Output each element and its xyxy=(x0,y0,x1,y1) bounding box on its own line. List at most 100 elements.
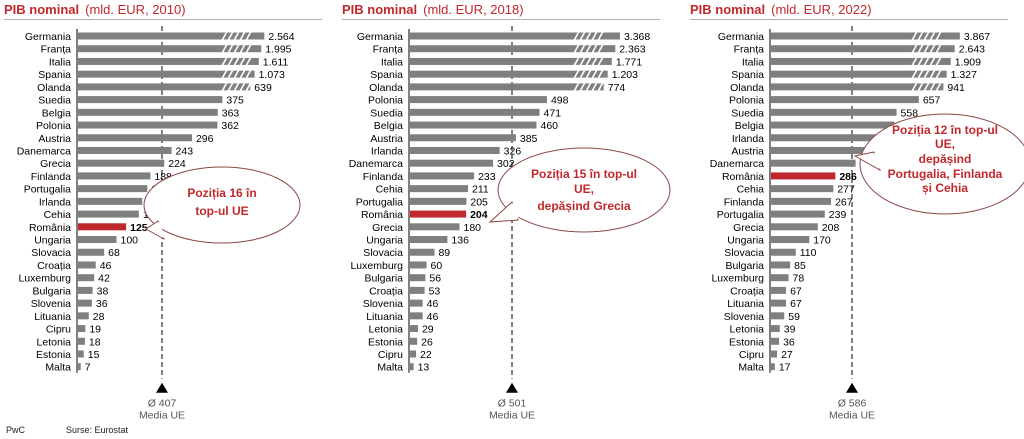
bar xyxy=(410,172,475,180)
category-label: Spania xyxy=(731,69,764,81)
value-label: 1.771 xyxy=(616,56,642,68)
category-label: Croația xyxy=(37,260,71,272)
callout-text: Poziția 15 în top-ul xyxy=(531,167,637,181)
value-label: 22 xyxy=(420,349,432,361)
category-label: Belgia xyxy=(42,107,71,119)
category-label: Danemarca xyxy=(17,145,71,157)
value-label: 362 xyxy=(221,120,239,132)
bar xyxy=(78,363,81,371)
category-label: Luxemburg xyxy=(711,273,764,285)
value-label: 7 xyxy=(85,362,91,374)
category-label: România xyxy=(361,209,403,221)
value-label: 53 xyxy=(429,285,441,297)
value-label: 89 xyxy=(438,247,450,259)
category-label: Spania xyxy=(370,69,403,81)
bar xyxy=(410,261,427,269)
category-label: Danemarca xyxy=(349,158,403,170)
category-label: Finlanda xyxy=(724,196,764,208)
category-label: Grecia xyxy=(40,158,71,170)
bar xyxy=(78,108,218,116)
bar xyxy=(771,274,789,282)
value-label: 46 xyxy=(427,298,439,310)
category-label: Cehia xyxy=(737,184,765,196)
category-label: Croația xyxy=(730,285,764,297)
category-label: Polonia xyxy=(36,120,71,132)
value-label: 657 xyxy=(923,95,941,107)
axis-break-mark xyxy=(573,56,604,67)
value-label: 375 xyxy=(226,95,244,107)
category-label: România xyxy=(722,171,764,183)
value-label: 15 xyxy=(88,349,100,361)
axis-break-mark xyxy=(221,69,252,80)
bar xyxy=(771,70,947,78)
value-label: 1.073 xyxy=(259,69,285,81)
value-label: 363 xyxy=(222,107,240,119)
bar xyxy=(771,134,885,142)
value-label: 68 xyxy=(108,247,120,259)
value-label: 85 xyxy=(794,260,806,272)
bar xyxy=(78,350,84,358)
category-label: Cipru xyxy=(46,324,71,336)
callout-bubble: Poziția 16 în top-ul UE xyxy=(143,166,301,244)
category-label: Finlanda xyxy=(363,171,403,183)
value-label: 59 xyxy=(788,311,800,323)
category-label: Olanda xyxy=(37,82,71,94)
axis-break-mark xyxy=(573,43,604,54)
eu-mean-marker xyxy=(846,382,858,393)
category-label: Letonia xyxy=(37,336,72,348)
bar xyxy=(771,261,791,269)
category-label: Cehia xyxy=(44,209,72,221)
bar xyxy=(410,286,425,294)
axis-break-mark xyxy=(221,31,252,41)
bar xyxy=(771,223,818,231)
bar xyxy=(78,96,223,104)
category-label: Slovenia xyxy=(724,311,764,323)
value-label: 1.611 xyxy=(263,56,289,68)
bar xyxy=(771,159,856,167)
category-label: Slovacia xyxy=(363,247,403,259)
bar xyxy=(771,299,787,307)
bar xyxy=(771,185,834,193)
bar xyxy=(410,57,612,65)
callout-text: UE, xyxy=(574,182,594,196)
value-label: 558 xyxy=(901,107,919,119)
value-label: 28 xyxy=(93,311,105,323)
category-label: Olanda xyxy=(730,82,764,94)
callout-bubble: Poziția 12 în top-ulUE,depășindPortugali… xyxy=(853,113,1024,215)
value-label: 277 xyxy=(837,184,855,196)
value-label: 39 xyxy=(784,324,796,336)
axis-break-mark xyxy=(911,56,942,67)
value-label: 286 xyxy=(839,171,857,183)
bar xyxy=(410,236,448,244)
title-rule xyxy=(690,19,1008,20)
axis-break-mark xyxy=(221,81,252,92)
bar xyxy=(410,134,516,142)
value-label: 19 xyxy=(89,324,101,336)
value-label: 2.643 xyxy=(959,44,985,56)
category-label: Lituania xyxy=(727,298,764,310)
value-label: 100 xyxy=(121,235,139,247)
bar xyxy=(410,32,620,40)
callout-text: Portugalia, Finlanda xyxy=(888,167,1003,181)
value-label: 46 xyxy=(100,260,112,272)
category-label: Italia xyxy=(742,56,764,68)
value-label: 42 xyxy=(98,273,110,285)
category-label: Bulgaria xyxy=(364,273,403,285)
eu-mean-marker xyxy=(506,382,518,393)
bar xyxy=(78,185,148,193)
eu-mean-value: Ø 407 xyxy=(148,398,177,410)
bar xyxy=(78,248,105,256)
callout-text: top-ul UE xyxy=(195,204,248,218)
callout-text: depășind Grecia xyxy=(537,199,631,213)
axis-break-mark xyxy=(911,43,942,54)
category-label: Grecia xyxy=(372,222,403,234)
bar xyxy=(78,274,95,282)
callout-text: Poziția 12 în top-ul xyxy=(892,123,998,137)
category-label: Suedia xyxy=(38,95,71,107)
category-label: Luxemburg xyxy=(350,260,403,272)
value-label: 136 xyxy=(451,235,469,247)
value-label: 36 xyxy=(96,298,108,310)
bar xyxy=(78,299,92,307)
bar-chart-2022: Germania 3.867 Franța 2.643 Italia 1.909 Spani… xyxy=(710,26,1024,422)
category-label: Danemarca xyxy=(710,158,764,170)
